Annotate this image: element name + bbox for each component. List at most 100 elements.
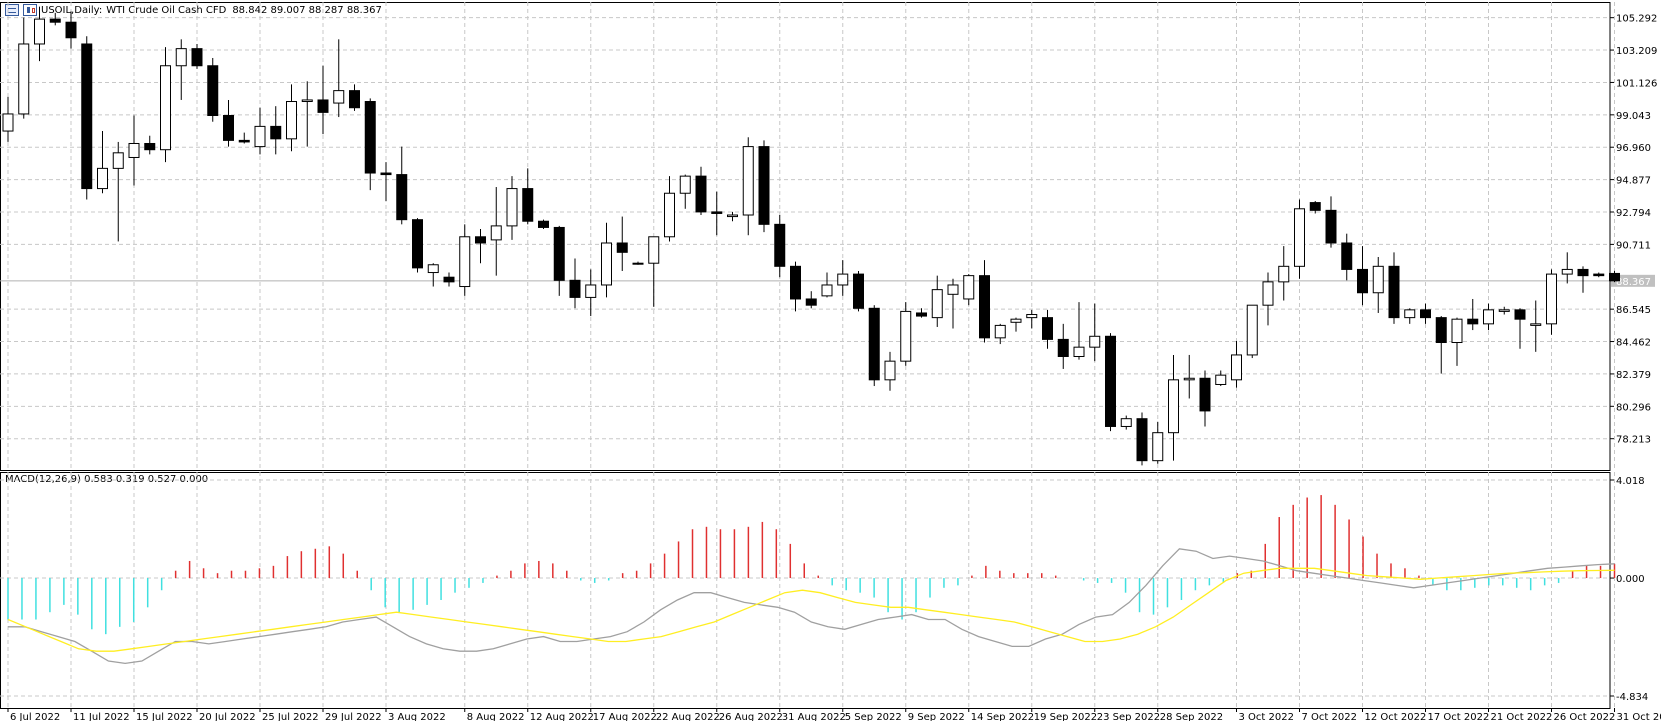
candle-body	[506, 188, 518, 227]
candle-body	[160, 65, 171, 151]
candle-body	[349, 90, 360, 109]
candle-body	[1168, 379, 1179, 434]
symbol-label: USOIL,Daily:	[41, 4, 103, 16]
candle-body	[947, 284, 959, 295]
x-tick-label: 26 Oct 2022	[1554, 712, 1616, 721]
candle-body	[223, 115, 234, 141]
candle-body	[128, 142, 140, 158]
candle-body	[522, 188, 534, 222]
current-price-tag	[1611, 274, 1655, 287]
candle-body	[65, 21, 77, 39]
macd-y-tick-label: 0.000	[1616, 574, 1645, 585]
candle-body	[1498, 309, 1510, 312]
candle-body	[1388, 265, 1400, 319]
x-tick-label: 28 Sep 2022	[1160, 712, 1223, 721]
candle-body	[1294, 208, 1305, 267]
x-tick-label: 3 Aug 2022	[388, 712, 446, 721]
candle-body	[821, 284, 833, 297]
x-tick-label: 8 Aug 2022	[467, 712, 525, 721]
candle-body	[333, 90, 345, 104]
candle-body	[427, 264, 439, 274]
candle-body	[1057, 338, 1069, 357]
candle-body	[207, 65, 219, 117]
y-tick-label: 90.711	[1616, 240, 1651, 251]
macd-y-tick-label: 4.018	[1616, 476, 1645, 487]
candle-body	[191, 48, 203, 67]
candle-body	[585, 284, 597, 298]
candle-body	[1152, 432, 1164, 462]
macd-y-tick-label: -4.834	[1616, 692, 1648, 703]
candle-body	[1530, 323, 1542, 326]
x-tick-label: 31 Oct 2022	[1617, 712, 1661, 721]
candle-body	[112, 152, 124, 169]
x-tick-label: 31 Aug 2022	[782, 712, 846, 721]
x-tick-label: 17 Aug 2022	[593, 712, 657, 721]
candle-body	[81, 43, 93, 190]
x-tick-label: 11 Jul 2022	[73, 712, 130, 721]
candle-body	[538, 220, 549, 228]
candle-body	[1357, 268, 1368, 294]
candle-body	[34, 18, 45, 45]
candle-body	[569, 279, 581, 298]
macd-signal-line	[7, 567, 1615, 652]
candle-body	[1120, 418, 1132, 427]
x-tick-label: 20 Jul 2022	[199, 712, 256, 721]
candle-body	[1105, 335, 1116, 427]
candle-body	[1577, 268, 1589, 277]
candle-body	[790, 265, 801, 300]
candle-body	[994, 324, 1006, 339]
x-tick-label: 12 Aug 2022	[530, 712, 594, 721]
candle-body	[900, 310, 912, 362]
candle-body	[774, 223, 786, 267]
candle-body	[664, 192, 675, 238]
macd-line	[8, 548, 1615, 665]
candle-body	[1026, 314, 1038, 319]
candle-body	[1483, 309, 1494, 325]
candle-body	[1278, 265, 1290, 283]
x-tick-label: 6 Jul 2022	[10, 712, 60, 721]
candle-body	[97, 167, 108, 190]
candle-body	[443, 276, 455, 283]
candle-body	[364, 101, 376, 174]
y-tick-label: 86.545	[1616, 305, 1651, 316]
current-price-label: 88.367	[1616, 277, 1651, 288]
candle-body	[1309, 202, 1321, 211]
candle-body	[616, 242, 628, 253]
candle-body	[286, 101, 297, 140]
candle-body	[1183, 377, 1195, 381]
candle-body	[1215, 374, 1227, 385]
y-tick-label: 99.043	[1616, 111, 1651, 122]
candle-body	[1010, 318, 1022, 323]
candle-body	[1325, 209, 1337, 244]
candle-body	[1042, 317, 1053, 340]
candle-body	[553, 226, 565, 281]
candle-body	[679, 175, 691, 194]
candle-body	[1262, 281, 1274, 306]
candle-body	[2, 113, 14, 132]
candle-body	[868, 307, 880, 381]
x-tick-label: 22 Aug 2022	[656, 712, 720, 721]
candle-body	[1514, 309, 1526, 320]
candle-body	[979, 275, 990, 339]
y-tick-label: 78.213	[1616, 435, 1651, 446]
candle-body	[727, 214, 738, 218]
y-tick-label: 103.209	[1616, 46, 1657, 57]
x-tick-label: 29 Jul 2022	[325, 712, 382, 721]
x-tick-label: 26 Aug 2022	[719, 712, 783, 721]
x-tick-label: 3 Oct 2022	[1239, 712, 1294, 721]
x-tick-label: 14 Sep 2022	[971, 712, 1034, 721]
candle-body	[711, 211, 723, 214]
y-tick-label: 80.296	[1616, 402, 1651, 413]
candle-body	[742, 146, 754, 216]
candle-body	[1467, 318, 1479, 325]
y-tick-label: 105.292	[1616, 14, 1657, 25]
candle-body	[396, 174, 408, 221]
candle-body	[254, 125, 266, 148]
candle-body	[1546, 273, 1557, 325]
candle-body	[1231, 354, 1242, 381]
candle-body	[632, 262, 644, 265]
candle-body	[301, 99, 313, 103]
candle-body	[175, 48, 187, 67]
candlestick-icon[interactable]	[23, 4, 37, 16]
